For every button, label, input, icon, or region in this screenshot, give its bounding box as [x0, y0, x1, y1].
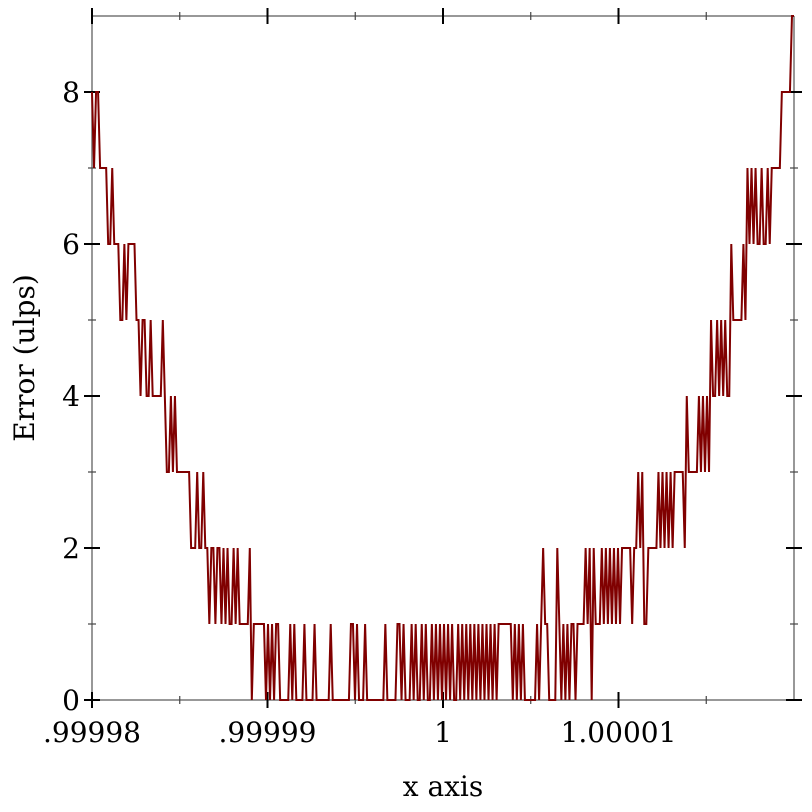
y-tick-label: 2	[62, 532, 80, 565]
x-tick-label: .99998	[43, 716, 141, 749]
x-tick-label: 1.00001	[561, 716, 677, 749]
y-axis-label: Error (ulps)	[8, 274, 41, 441]
tick-labels: .99998 .99999 1 1.00001 0 2 4 6 8	[43, 76, 676, 749]
x-axis-label: x axis	[403, 770, 484, 803]
axis-ticks	[84, 8, 802, 708]
series-layer	[91, 15, 794, 701]
y-tick-label: 6	[62, 228, 80, 261]
y-tick-label: 8	[62, 76, 80, 109]
x-tick-label: .99999	[219, 716, 317, 749]
y-tick-label: 0	[62, 684, 80, 717]
error-series-line	[91, 15, 794, 701]
x-tick-label: 1	[434, 716, 452, 749]
y-tick-label: 4	[62, 380, 80, 413]
plot-frame	[91, 15, 795, 701]
